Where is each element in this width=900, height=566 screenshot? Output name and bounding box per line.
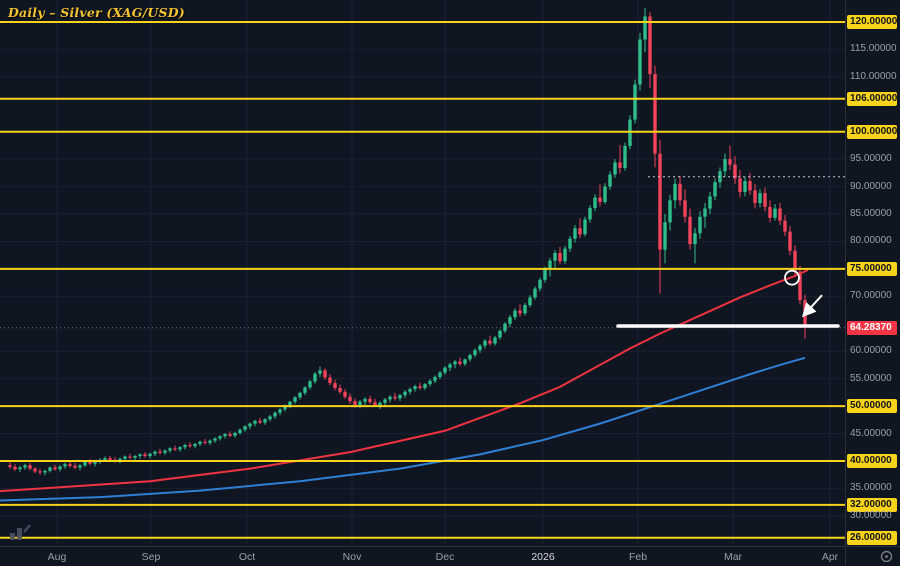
symbol-title: Daily – Silver (XAG/USD) <box>8 5 185 20</box>
price-axis[interactable]: 120.00000 115.00000 110.00000 106.00000 100.… <box>845 0 900 546</box>
time-axis-label: Nov <box>342 551 362 563</box>
price-axis-label: 45.00000 <box>850 427 892 439</box>
price-axis-label: 90.00000 <box>850 180 892 192</box>
time-axis-label: Mar <box>723 551 743 563</box>
time-axis-label: Dec <box>435 551 455 563</box>
axis-corner <box>845 546 900 566</box>
price-axis-label[interactable]: 75.00000 <box>847 261 897 276</box>
price-axis-label: 30.00000 <box>850 509 892 521</box>
price-axis-label: 60.00000 <box>850 345 892 357</box>
price-axis-label: 80.00000 <box>850 235 892 247</box>
price-axis-label: 55.00000 <box>850 372 892 384</box>
clock-icon[interactable] <box>880 550 893 563</box>
price-axis-label: 85.00000 <box>850 208 892 219</box>
time-axis-label: 2026 <box>531 551 555 563</box>
down-arrow-annotation[interactable] <box>801 294 823 318</box>
time-axis-label: Sep <box>141 551 161 563</box>
annotations-layer[interactable] <box>616 176 845 328</box>
price-axis-label: 110.00000 <box>850 70 897 82</box>
price-axis-label[interactable]: 120.00000 <box>847 14 897 29</box>
time-axis-label: Apr <box>821 551 839 563</box>
price-axis-label[interactable]: 40.00000 <box>847 453 897 468</box>
price-axis-label[interactable]: 106.00000 <box>847 91 897 106</box>
price-axis-label[interactable]: 26.00000 <box>847 530 897 545</box>
horizontal-level-lines[interactable] <box>0 20 845 539</box>
platform-logo[interactable] <box>10 523 32 541</box>
price-axis-label[interactable]: 50.00000 <box>847 399 897 414</box>
price-axis-label[interactable]: 32.00000 <box>847 497 897 512</box>
price-axis-label: 95.00000 <box>850 153 892 165</box>
price-axis-label: 115.00000 <box>850 43 897 55</box>
time-axis-label: Aug <box>47 551 67 563</box>
break-circle-annotation[interactable] <box>784 269 800 286</box>
price-axis-label: 70.00000 <box>850 290 892 302</box>
price-axis-label[interactable]: 100.00000 <box>847 124 897 139</box>
candles-layer <box>8 8 807 476</box>
red-ma-line[interactable] <box>0 269 809 493</box>
time-axis-label: Feb <box>628 551 648 563</box>
last-price-label[interactable]: 64.28370 <box>847 320 897 335</box>
time-axis[interactable]: Aug Sep Oct Nov Dec 2026 Feb Mar Apr <box>0 546 845 566</box>
price-axis-label: 35.00000 <box>850 482 892 494</box>
time-axis-label: Oct <box>238 551 256 563</box>
moving-averages-layer <box>0 269 809 502</box>
blue-ma-line[interactable] <box>0 356 806 502</box>
